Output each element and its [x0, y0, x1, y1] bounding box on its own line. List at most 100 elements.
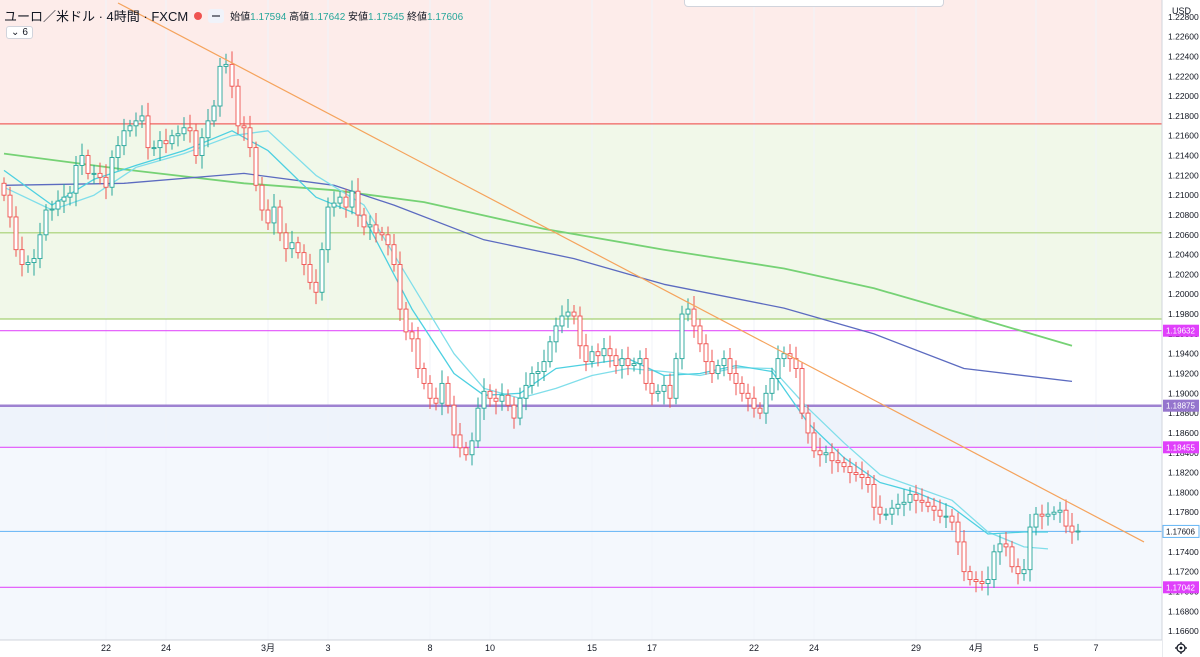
candle-body — [583, 345, 589, 363]
candle-body — [925, 501, 931, 507]
candle-body — [547, 341, 553, 363]
candle-body — [319, 249, 325, 293]
candle-body — [331, 202, 337, 208]
candle-body — [151, 147, 157, 150]
candle-body — [523, 384, 529, 399]
candle-body — [241, 125, 247, 129]
candle-body — [25, 262, 31, 265]
market-status-dot — [194, 11, 203, 20]
candle-body — [619, 358, 625, 367]
toolbar-tab[interactable] — [684, 0, 944, 7]
candle-body — [697, 325, 703, 345]
candle-body — [85, 155, 91, 174]
candle-body — [997, 543, 1003, 553]
candle-body — [385, 234, 391, 246]
candle-body — [745, 392, 751, 399]
gear-icon[interactable] — [1175, 642, 1187, 654]
time-tick-label: 15 — [587, 643, 597, 653]
candle-body — [409, 331, 415, 340]
indicator-toggle[interactable]: ⌄ 6 — [6, 26, 33, 39]
candle-body — [1051, 511, 1057, 515]
candle-body — [811, 432, 817, 452]
candle-body — [211, 105, 217, 122]
price-tick-label: 1.22800 — [1168, 12, 1199, 22]
time-axis[interactable]: 22 24 3月 3 8 10 15 17 22 24 29 4月 5 7 — [0, 639, 1162, 657]
candle-body — [613, 355, 619, 367]
price-tick-label: 1.17400 — [1168, 547, 1199, 557]
candle-body — [337, 196, 343, 204]
candle-body — [931, 505, 937, 511]
candle-body — [703, 343, 709, 363]
price-tick-label: 1.18000 — [1168, 487, 1199, 497]
candle-body — [427, 382, 433, 399]
level-price-label: 1.18455 — [1166, 443, 1195, 452]
candle-body — [289, 242, 295, 250]
candle-body — [937, 509, 943, 517]
candle-body — [775, 358, 781, 379]
candle-body — [217, 65, 223, 107]
candle-body — [457, 434, 463, 449]
candle-body — [67, 192, 73, 198]
candle-body — [157, 140, 163, 149]
candle-body — [757, 407, 763, 414]
level-price-label: 1.17042 — [1166, 583, 1195, 592]
price-tick-label: 1.22600 — [1168, 32, 1199, 42]
candle-body — [817, 450, 823, 456]
candle-body — [445, 382, 451, 406]
candle-body — [205, 120, 211, 139]
candle-body — [589, 351, 595, 363]
price-tick-label: 1.19200 — [1168, 368, 1199, 378]
price-tick-label: 1.22000 — [1168, 91, 1199, 101]
level-price-label: 1.18875 — [1166, 402, 1195, 411]
candlesticks[interactable] — [1, 51, 1081, 596]
time-tick-label: 29 — [911, 643, 921, 653]
symbol-title[interactable]: ユーロ／米ドル · 4時間 · FXCM — [4, 9, 189, 24]
candle-body — [31, 258, 37, 263]
candle-body — [1039, 513, 1045, 517]
candle-body — [475, 407, 481, 442]
candle-body — [37, 234, 43, 260]
candle-body — [73, 164, 79, 194]
candle-body — [721, 358, 727, 367]
vertical-grid — [105, 0, 1097, 640]
price-tick-label: 1.20800 — [1168, 210, 1199, 220]
level-price-label: 1.19632 — [1166, 327, 1195, 336]
symbol-legend: ユーロ／米ドル · 4時間 · FXCM 始値1.17594 高値1.17642… — [4, 6, 463, 25]
candle-body — [919, 499, 925, 503]
candle-body — [61, 196, 67, 202]
time-tick-label: 3 — [325, 643, 330, 653]
candle-body — [1069, 525, 1075, 533]
candle-body — [367, 224, 373, 228]
candle-body — [487, 390, 493, 399]
hide-icon[interactable] — [208, 8, 225, 23]
candle-body — [229, 63, 235, 87]
candle-body — [835, 460, 841, 464]
candle-body — [853, 472, 859, 476]
indicator-count: 6 — [22, 27, 28, 38]
candle-body — [1003, 543, 1009, 548]
candle-body — [577, 315, 583, 347]
candle-body — [631, 363, 637, 367]
time-tick-label: 4月 — [969, 643, 983, 653]
price-tick-label: 1.22400 — [1168, 51, 1199, 61]
candle-body — [133, 120, 139, 127]
time-tick-label: 3月 — [261, 643, 275, 653]
time-tick-label: 24 — [809, 643, 819, 653]
candle-body — [115, 145, 121, 158]
candle-body — [7, 194, 13, 218]
candle-body — [265, 209, 271, 224]
price-tick-label: 1.20200 — [1168, 269, 1199, 279]
candle-body — [391, 244, 397, 265]
price-tick-label: 1.21000 — [1168, 190, 1199, 200]
candle-body — [499, 394, 505, 402]
candle-body — [373, 224, 379, 234]
candle-body — [715, 365, 721, 374]
candle-body — [565, 311, 571, 317]
candle-body — [1057, 509, 1063, 513]
time-tick-label: 17 — [647, 643, 657, 653]
trendline[interactable] — [117, 2, 1145, 543]
candle-body — [829, 452, 835, 462]
price-tick-label: 1.21400 — [1168, 151, 1199, 161]
candle-body — [19, 249, 25, 265]
